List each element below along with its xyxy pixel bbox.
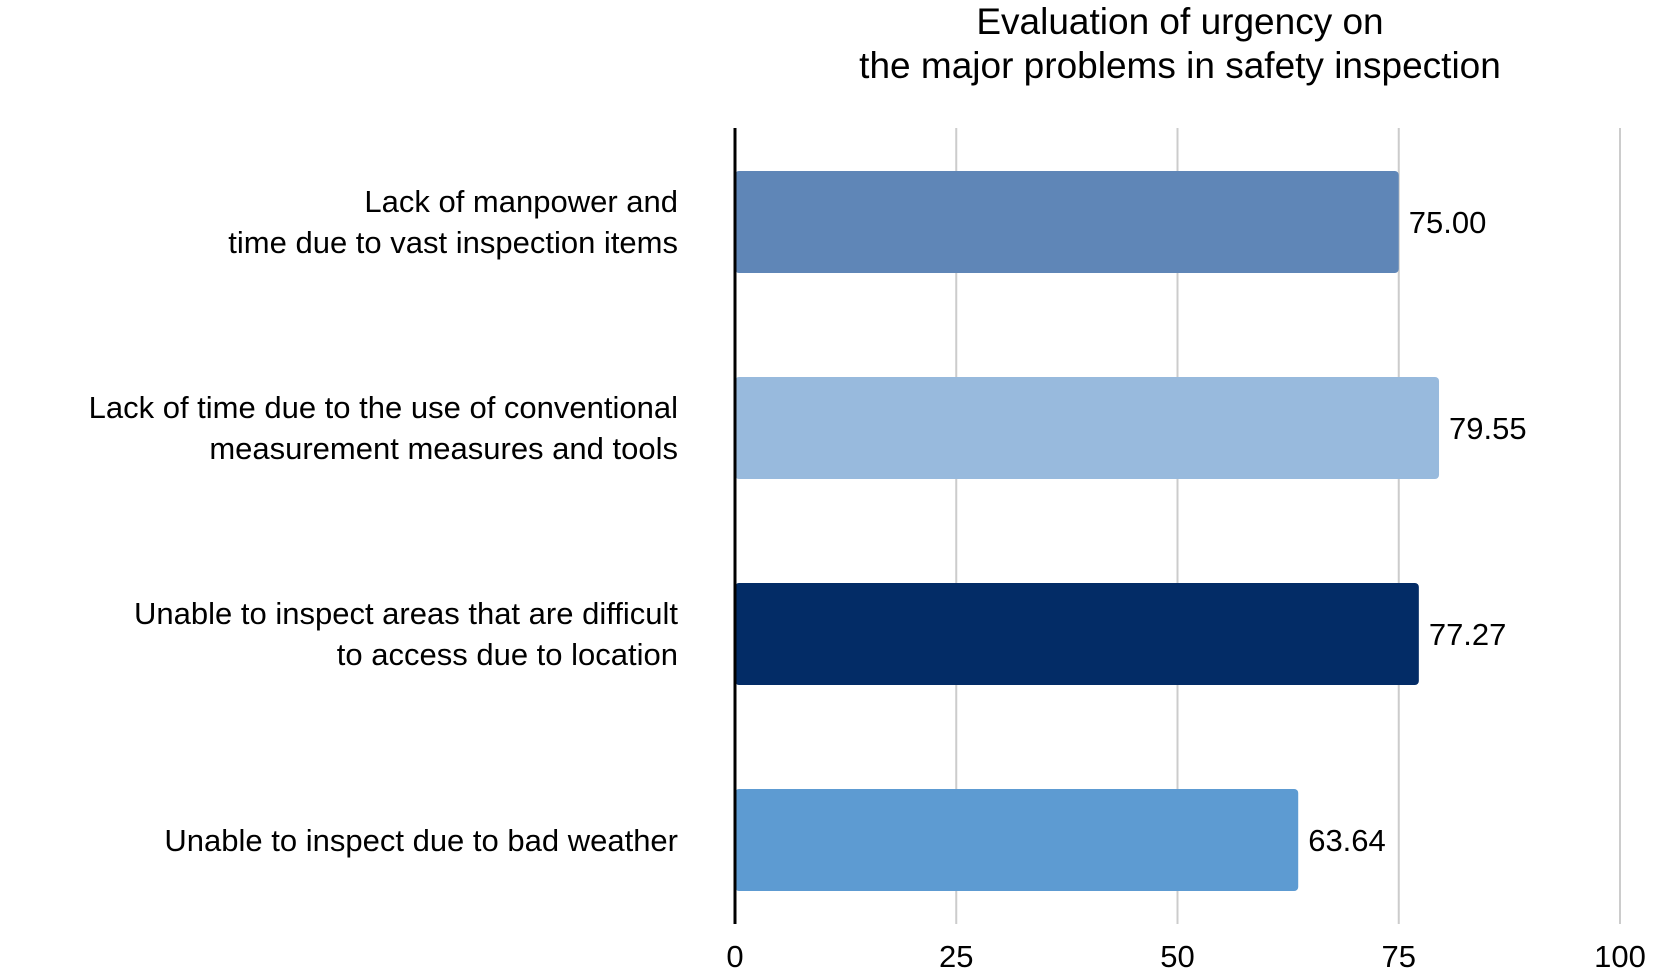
value-label-4: 63.64 bbox=[1308, 823, 1386, 858]
tick-label-75: 75 bbox=[1382, 939, 1416, 974]
bars bbox=[735, 171, 1440, 891]
category-label-4-line-1: Unable to inspect due to bad weather bbox=[164, 823, 678, 858]
category-label-2-line-1: Lack of time due to the use of conventio… bbox=[89, 390, 678, 425]
category-label-3-line-2: to access due to location bbox=[337, 637, 678, 672]
tick-label-50: 50 bbox=[1160, 939, 1194, 974]
tick-label-100: 100 bbox=[1594, 939, 1646, 974]
tick-label-0: 0 bbox=[726, 939, 743, 974]
bar-4 bbox=[735, 789, 1299, 891]
bar-2 bbox=[735, 377, 1440, 479]
category-label-1-line-1: Lack of manpower and bbox=[364, 184, 678, 219]
category-label-1-line-2: time due to vast inspection items bbox=[228, 225, 678, 260]
bar-3 bbox=[735, 583, 1419, 685]
tick-label-25: 25 bbox=[939, 939, 973, 974]
value-label-1: 75.00 bbox=[1409, 205, 1487, 240]
chart-title: Evaluation of urgency on the major probl… bbox=[760, 0, 1600, 88]
chart-title-line-1: Evaluation of urgency on bbox=[976, 1, 1384, 42]
value-label-3: 77.27 bbox=[1429, 617, 1507, 652]
value-label-2: 79.55 bbox=[1449, 411, 1527, 446]
category-labels: Lack of manpower and time due to vast ins… bbox=[89, 184, 679, 858]
x-axis-tick-labels: 0 25 50 75 100 bbox=[726, 939, 1645, 974]
category-label-3-line-1: Unable to inspect areas that are difficu… bbox=[134, 596, 678, 631]
value-labels: 75.00 79.55 77.27 63.64 bbox=[1308, 205, 1526, 858]
category-label-2-line-2: measurement measures and tools bbox=[209, 431, 678, 466]
chart-title-line-2: the major problems in safety inspection bbox=[859, 45, 1501, 86]
bar-1 bbox=[735, 171, 1399, 273]
